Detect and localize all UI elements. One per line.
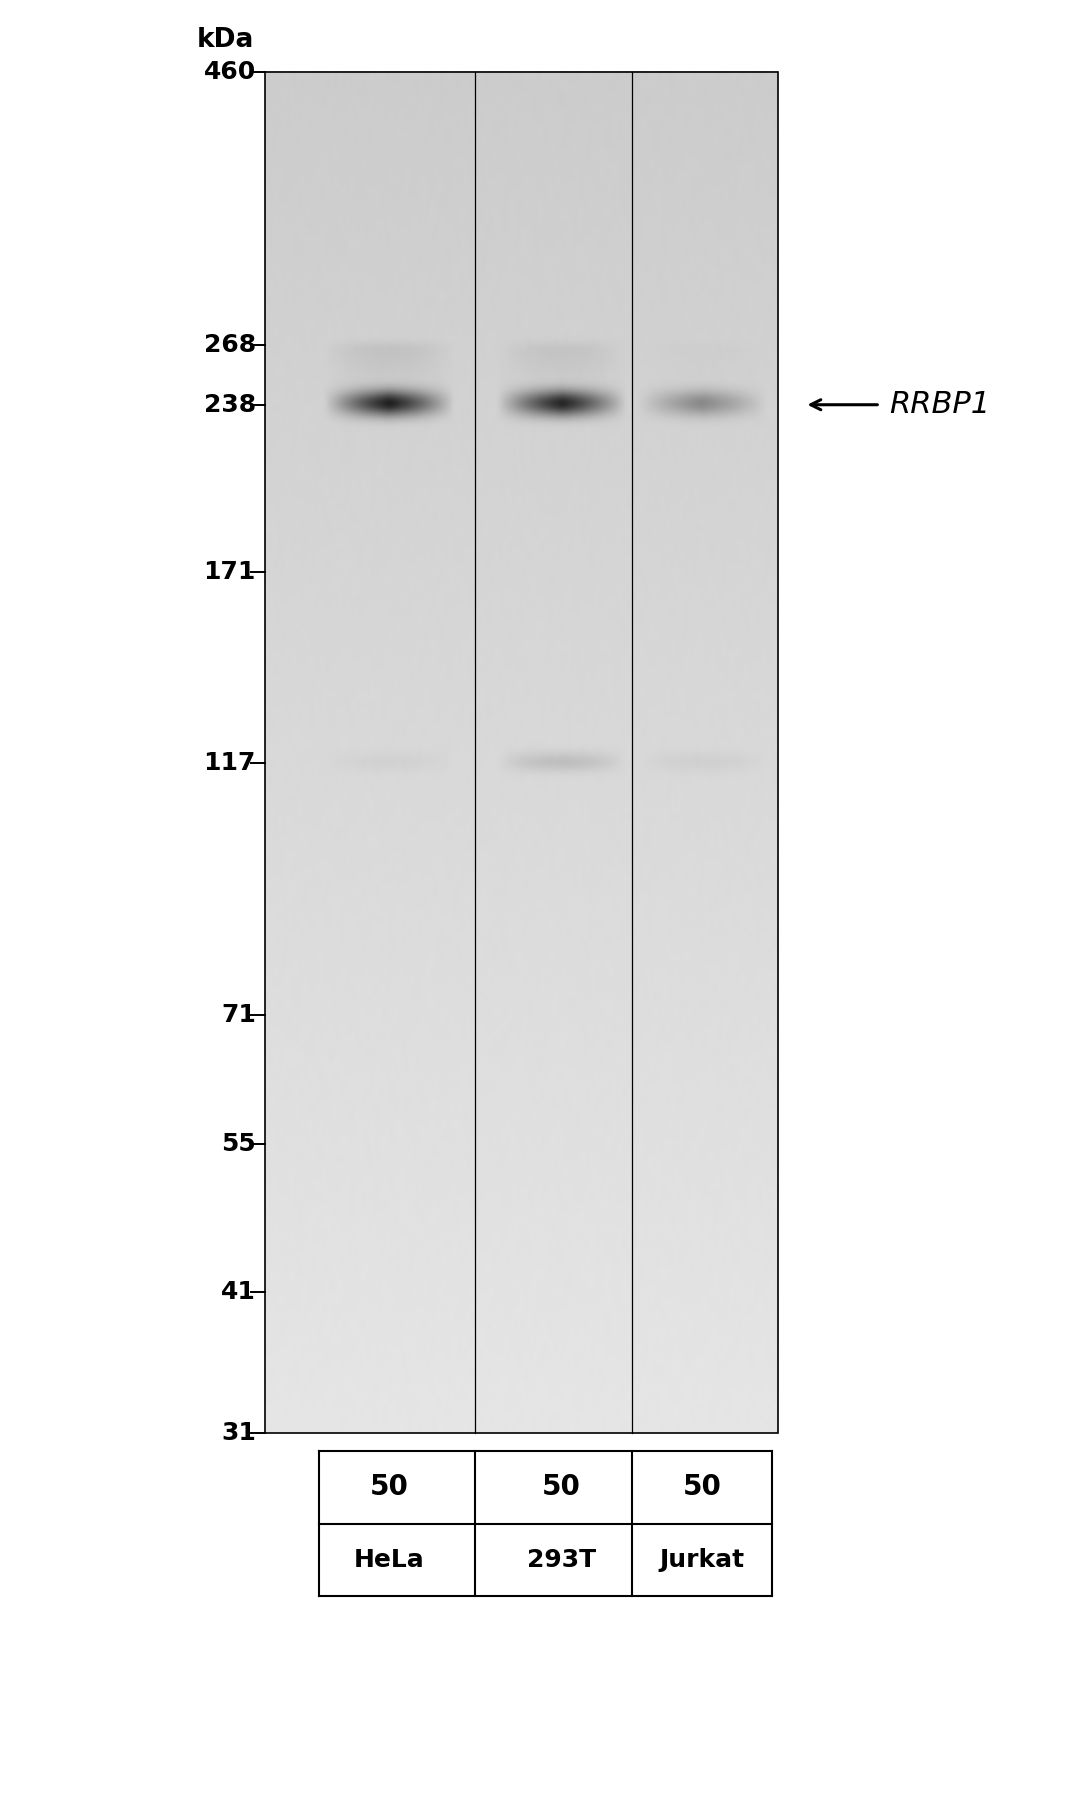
Text: 50: 50: [683, 1473, 721, 1502]
Text: 238: 238: [204, 393, 256, 416]
Text: 50: 50: [542, 1473, 581, 1502]
Text: 71: 71: [221, 1002, 256, 1028]
Text: 41: 41: [221, 1280, 256, 1304]
Text: HeLa: HeLa: [353, 1547, 424, 1572]
Text: RRBP1: RRBP1: [889, 389, 990, 420]
Text: 117: 117: [204, 752, 256, 775]
Text: 171: 171: [204, 559, 256, 584]
Text: 50: 50: [369, 1473, 408, 1502]
Text: 293T: 293T: [527, 1547, 596, 1572]
Text: 460: 460: [204, 59, 256, 85]
Text: 31: 31: [221, 1421, 256, 1446]
Bar: [265, 72, 778, 1433]
Text: 55: 55: [221, 1132, 256, 1156]
Text: kDa: kDa: [197, 27, 254, 52]
Text: Jurkat: Jurkat: [660, 1547, 744, 1572]
Text: 268: 268: [204, 334, 256, 357]
